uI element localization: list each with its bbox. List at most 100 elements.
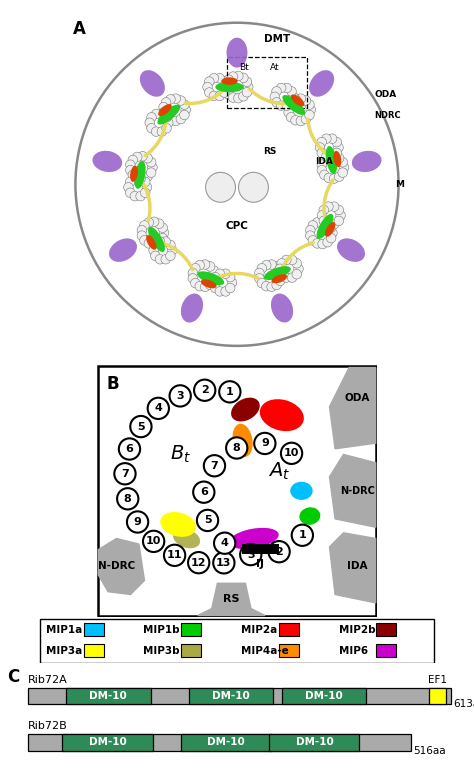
Circle shape [137, 226, 146, 235]
Ellipse shape [160, 512, 196, 537]
Circle shape [137, 230, 146, 241]
Text: 6: 6 [126, 444, 133, 454]
Ellipse shape [109, 238, 137, 262]
Bar [84, 644, 104, 656]
Text: 516aa: 516aa [413, 746, 446, 756]
Ellipse shape [233, 424, 253, 457]
Circle shape [226, 438, 247, 459]
Text: MIP1b: MIP1b [144, 625, 180, 635]
Circle shape [126, 160, 135, 169]
Circle shape [267, 282, 276, 292]
Circle shape [292, 269, 301, 279]
Circle shape [270, 92, 280, 102]
Circle shape [219, 381, 240, 403]
Circle shape [317, 160, 327, 169]
Text: Bt: Bt [239, 63, 249, 72]
Circle shape [323, 237, 332, 247]
Circle shape [275, 276, 285, 286]
Text: 4: 4 [221, 539, 228, 548]
Text: MIP2b: MIP2b [338, 625, 375, 635]
Circle shape [228, 93, 238, 102]
Circle shape [206, 172, 236, 203]
Bar [181, 644, 201, 656]
Circle shape [282, 101, 292, 110]
Circle shape [161, 255, 171, 264]
Circle shape [144, 217, 154, 227]
Bar [269, 734, 359, 750]
Text: 1: 1 [226, 387, 234, 397]
Ellipse shape [229, 528, 279, 549]
Circle shape [255, 274, 264, 283]
Circle shape [138, 174, 147, 183]
Circle shape [203, 82, 212, 92]
Text: N-DRC: N-DRC [340, 486, 375, 496]
Circle shape [159, 228, 169, 237]
Ellipse shape [197, 272, 224, 285]
Circle shape [215, 91, 225, 101]
Circle shape [171, 116, 181, 126]
Text: 9: 9 [134, 517, 142, 527]
Ellipse shape [333, 151, 341, 167]
Circle shape [329, 174, 339, 183]
Circle shape [193, 482, 214, 503]
Circle shape [257, 279, 267, 288]
Circle shape [195, 282, 205, 291]
Circle shape [284, 102, 293, 112]
Ellipse shape [271, 293, 293, 323]
Text: MIP2a: MIP2a [241, 625, 277, 635]
Text: DM-10: DM-10 [305, 691, 343, 702]
Circle shape [305, 100, 314, 109]
Circle shape [204, 77, 214, 86]
Circle shape [275, 265, 285, 275]
Text: IDA: IDA [315, 158, 333, 166]
Ellipse shape [181, 293, 203, 323]
Ellipse shape [290, 482, 313, 500]
Circle shape [143, 171, 153, 182]
Circle shape [162, 113, 171, 122]
Text: 3: 3 [176, 391, 184, 401]
Circle shape [287, 87, 296, 96]
Circle shape [215, 286, 225, 296]
Circle shape [272, 98, 282, 107]
Text: A: A [73, 19, 85, 38]
Ellipse shape [352, 151, 382, 172]
Circle shape [329, 202, 339, 211]
Circle shape [197, 510, 218, 531]
Ellipse shape [215, 81, 244, 92]
Circle shape [117, 488, 138, 510]
Circle shape [226, 283, 235, 293]
Circle shape [224, 74, 233, 85]
Circle shape [176, 114, 186, 124]
Circle shape [149, 217, 159, 227]
Circle shape [209, 276, 219, 286]
Circle shape [126, 177, 135, 187]
Circle shape [151, 126, 161, 137]
Circle shape [144, 239, 154, 248]
Circle shape [119, 438, 140, 459]
Circle shape [159, 108, 168, 117]
Circle shape [146, 158, 156, 167]
Circle shape [165, 241, 175, 250]
Circle shape [282, 255, 291, 265]
Text: Rib72B: Rib72B [28, 721, 68, 731]
Circle shape [164, 118, 173, 127]
Circle shape [287, 273, 297, 282]
Circle shape [130, 416, 152, 437]
Circle shape [234, 93, 243, 103]
Text: ODA: ODA [374, 90, 397, 99]
Circle shape [162, 123, 171, 133]
Circle shape [312, 239, 322, 248]
Circle shape [277, 258, 286, 268]
Text: 2: 2 [201, 385, 209, 395]
Circle shape [334, 205, 344, 215]
Bar [428, 688, 447, 705]
Ellipse shape [272, 274, 287, 283]
Circle shape [155, 219, 164, 228]
Bar [279, 644, 299, 656]
Circle shape [306, 226, 315, 235]
Circle shape [262, 261, 271, 270]
Circle shape [315, 143, 325, 152]
Circle shape [242, 88, 252, 97]
Circle shape [306, 105, 316, 115]
Circle shape [166, 95, 175, 104]
